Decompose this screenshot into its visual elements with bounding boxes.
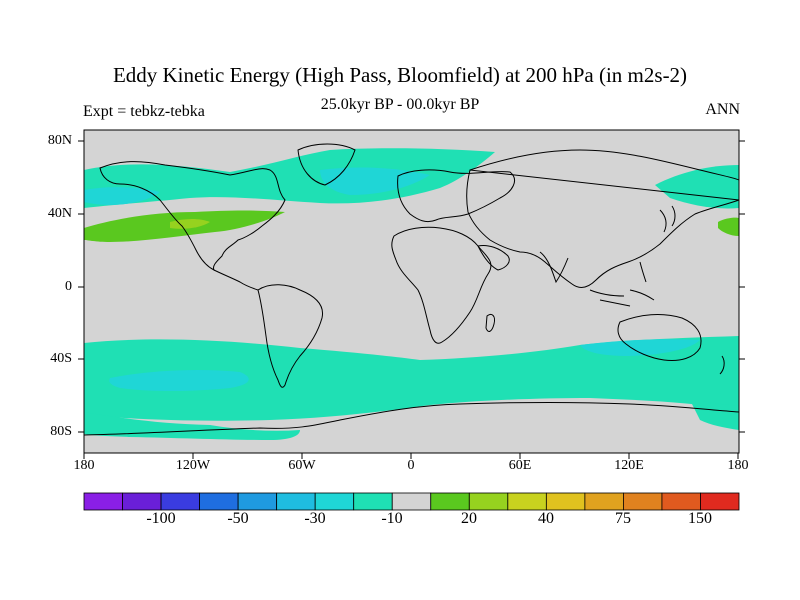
colorbar-swatch bbox=[545, 492, 586, 511]
colorbar-swatch bbox=[661, 492, 701, 511]
colorbar-swatch bbox=[160, 492, 200, 511]
coast-india bbox=[539, 251, 569, 284]
colorbar-swatch bbox=[199, 492, 239, 511]
colorbar-swatch bbox=[353, 492, 393, 511]
coast-indonesia bbox=[589, 289, 655, 307]
coast-philippines bbox=[639, 261, 647, 283]
coast-africa bbox=[391, 226, 492, 344]
colorbar-label-8: 150 bbox=[688, 510, 712, 527]
anomaly-region-sh-core-indian bbox=[580, 339, 700, 356]
coast-north-america bbox=[99, 161, 286, 272]
colorbar-label-1: -100 bbox=[146, 510, 176, 527]
anomaly-region-positive-east bbox=[718, 217, 739, 236]
anomaly-region-antarctic-east bbox=[690, 400, 739, 430]
anomaly-region-sh-core-pacific bbox=[109, 370, 249, 391]
experiment-label: Expt = tebkz-tebka bbox=[83, 103, 205, 120]
season-label: ANN bbox=[705, 101, 740, 118]
colorbar-swatch bbox=[391, 492, 432, 511]
anomaly-region-nh-pacific-core bbox=[84, 187, 160, 205]
coast-antarctica bbox=[83, 402, 740, 436]
colorbar-label-3: -30 bbox=[304, 510, 326, 527]
coast-australia bbox=[617, 314, 702, 361]
lat-label-40n: 40N bbox=[47, 206, 72, 221]
colorbar-swatch bbox=[700, 492, 740, 511]
colorbar-swatch bbox=[237, 492, 278, 511]
colorbar-swatch bbox=[83, 492, 123, 511]
colorbar-label-7: 75 bbox=[615, 510, 631, 527]
anomaly-region-sh-band bbox=[84, 336, 739, 421]
lat-label-80n: 80N bbox=[47, 133, 72, 148]
lon-label-120e: 120E bbox=[614, 458, 644, 473]
coast-new-zealand bbox=[719, 355, 725, 375]
lat-ticks bbox=[78, 140, 745, 433]
coast-asia bbox=[466, 149, 740, 288]
coast-greenland bbox=[297, 143, 356, 186]
colorbar-label-5: 20 bbox=[461, 510, 477, 527]
colorbar-swatch bbox=[507, 492, 547, 511]
coast-japan bbox=[659, 205, 676, 233]
colorbar-label-6: 40 bbox=[538, 510, 554, 527]
coast-central-america bbox=[213, 269, 259, 291]
colorbar-swatch bbox=[468, 492, 509, 511]
lon-label-180e: 180 bbox=[727, 458, 749, 473]
colorbar bbox=[83, 492, 740, 511]
colorbar-label-4: -10 bbox=[381, 510, 403, 527]
lon-label-120w: 120W bbox=[175, 458, 211, 473]
chart-subtitle: 25.0kyr BP - 00.0kyr BP bbox=[320, 96, 480, 113]
colorbar-label-2: -50 bbox=[227, 510, 249, 527]
coast-madagascar bbox=[485, 313, 495, 332]
coast-south-america bbox=[257, 284, 324, 388]
lat-label-80s: 80S bbox=[50, 424, 72, 439]
anomaly-region-nh-band bbox=[84, 148, 495, 208]
coast-arabia bbox=[477, 245, 510, 271]
colorbar-swatch bbox=[276, 492, 316, 511]
lon-label-60e: 60E bbox=[508, 458, 532, 473]
coast-europe bbox=[397, 169, 515, 223]
lat-label-40s: 40S bbox=[50, 351, 72, 366]
colorbar-swatch bbox=[122, 492, 162, 511]
lon-label-60w: 60W bbox=[288, 458, 316, 473]
colorbar-swatch bbox=[430, 492, 470, 511]
colorbar-swatch bbox=[584, 492, 624, 511]
coastlines bbox=[83, 143, 740, 436]
chart-title: Eddy Kinetic Energy (High Pass, Bloomfie… bbox=[112, 63, 688, 87]
colorbar-swatch bbox=[314, 492, 355, 511]
colorbar-swatch bbox=[623, 492, 663, 511]
anomaly-region-positive-pacific-core bbox=[170, 219, 210, 229]
lon-label-0: 0 bbox=[407, 458, 415, 473]
lon-label-180w: 180 bbox=[73, 458, 95, 473]
lon-ticks bbox=[83, 453, 739, 459]
lat-label-0: 0 bbox=[65, 279, 72, 294]
